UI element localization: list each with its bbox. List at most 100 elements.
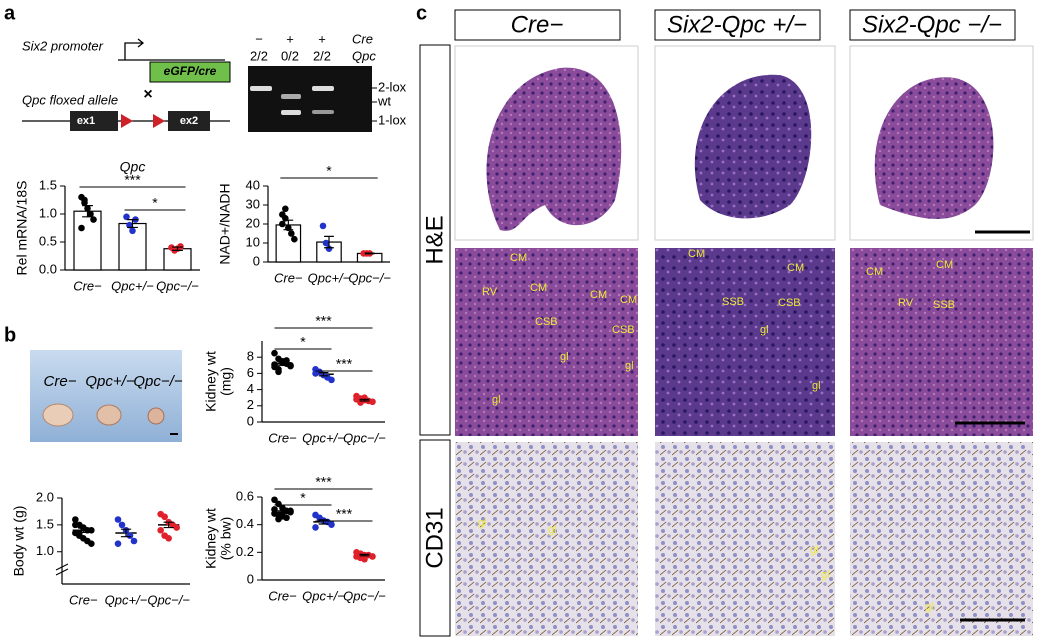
- error-bar: [359, 398, 370, 402]
- data-point: [312, 524, 319, 531]
- column-header-box: [654, 9, 821, 41]
- y-tick-label: 20: [246, 215, 260, 230]
- data-point: [271, 349, 278, 357]
- y-axis-label: (mg): [218, 367, 234, 396]
- x-tick-label: Qpc−/−: [348, 270, 391, 285]
- significance-label: *: [300, 490, 306, 506]
- data-point: [325, 245, 333, 252]
- annotation: CM: [590, 289, 607, 301]
- y-tick-label: 1.5: [39, 177, 57, 192]
- column-header-box: [454, 9, 621, 41]
- y-tick-label: 0.4: [236, 516, 254, 531]
- annotation: gl: [548, 524, 557, 536]
- annotation: RV: [482, 286, 498, 298]
- allele-label: Qpc floxed allele: [22, 92, 118, 107]
- panel-letter: b: [4, 324, 16, 346]
- data-point: [90, 216, 97, 223]
- row-header-box: [419, 44, 451, 436]
- row-header: CD31: [421, 507, 448, 568]
- gel-cre: +: [318, 31, 326, 46]
- y-tick-label: 1.5: [36, 516, 54, 531]
- error-bar: [120, 528, 132, 538]
- annotation: gl: [478, 517, 487, 529]
- annotation: CM: [787, 262, 804, 274]
- row-header: H&E: [421, 215, 448, 264]
- kidney: [96, 404, 122, 426]
- error-bar: [172, 246, 183, 251]
- y-tick-label: 0: [247, 571, 254, 586]
- cassette-box: [149, 61, 231, 83]
- promoter-label: Six2 promoter: [22, 38, 104, 53]
- x-tick-label: Qpc+/−: [302, 588, 345, 603]
- band-label: 2-lox: [378, 79, 407, 94]
- column-header-box: [849, 9, 1016, 41]
- y-tick-label: 8: [247, 349, 254, 364]
- annotation: gl: [625, 360, 634, 372]
- y-axis-label: Kidney wt: [203, 508, 219, 569]
- x-tick-label: Qpc−/−: [343, 588, 386, 603]
- y-tick-label: 0.2: [236, 544, 254, 559]
- data-point: [81, 196, 88, 204]
- image: [455, 248, 638, 436]
- gel-cre-label: Cre: [352, 31, 373, 46]
- error-bar: [163, 521, 174, 529]
- exon: [168, 111, 210, 131]
- data-point: [271, 361, 278, 368]
- gel-qpc: 0/2: [281, 48, 299, 63]
- data-point: [165, 535, 172, 542]
- x-tick-label: Qpc+/−: [302, 430, 345, 445]
- significance-label: *: [326, 163, 332, 179]
- kidney: [147, 407, 165, 425]
- data-point: [114, 540, 122, 547]
- annotation: CSB: [778, 297, 801, 309]
- photo-label: Qpc−/−: [133, 373, 182, 390]
- column-header: Cre−: [511, 11, 564, 38]
- bar: [275, 224, 302, 263]
- y-axis-label: NAD+/NADH: [217, 183, 233, 264]
- y-tick-label: 4: [247, 381, 254, 396]
- data-point: [283, 357, 290, 364]
- band-label: wt: [377, 93, 391, 108]
- data-point: [287, 507, 294, 515]
- promoter-arrow: [118, 38, 225, 61]
- y-tick-label: 0: [253, 253, 260, 268]
- data-point: [279, 220, 286, 228]
- data-point: [87, 210, 94, 218]
- image: [850, 442, 1033, 636]
- gel-cre: −: [255, 31, 263, 46]
- bar: [73, 210, 102, 271]
- band-ticks: [372, 87, 377, 122]
- y-tick-label: 6: [247, 365, 254, 380]
- error-bar: [82, 205, 93, 218]
- error-bar: [127, 219, 138, 229]
- y-tick-label: 2: [247, 397, 254, 412]
- x-tick-label: Cre−: [73, 278, 102, 293]
- data-point: [130, 537, 138, 545]
- panel-letter: c: [416, 2, 427, 24]
- annotation: gl: [812, 380, 821, 392]
- x-tick-label: Qpc−/−: [147, 592, 190, 607]
- error-bar: [364, 252, 375, 255]
- section: [694, 74, 812, 219]
- data-point: [328, 521, 335, 528]
- data-point: [288, 230, 295, 237]
- annotation: CM: [866, 266, 883, 278]
- exon-label: ex1: [77, 115, 95, 127]
- column-header: Six2-Qpc −/−: [862, 11, 1002, 38]
- image: [850, 248, 1033, 436]
- error-bar: [277, 361, 288, 366]
- data-point: [173, 524, 180, 531]
- kidney-photo: [30, 350, 182, 442]
- kidney: [42, 403, 74, 427]
- significance-label: *: [300, 334, 306, 350]
- x-tick-label: Cre−: [274, 270, 303, 285]
- photo-label: Cre−: [44, 373, 77, 390]
- data-point: [271, 496, 278, 504]
- annotation: SSB: [722, 296, 744, 308]
- annotation: CM: [620, 294, 637, 306]
- y-tick-label: 10: [246, 234, 260, 249]
- data-point: [319, 222, 327, 230]
- x-tick-label: Qpc+/−: [105, 592, 148, 607]
- image: [455, 442, 638, 636]
